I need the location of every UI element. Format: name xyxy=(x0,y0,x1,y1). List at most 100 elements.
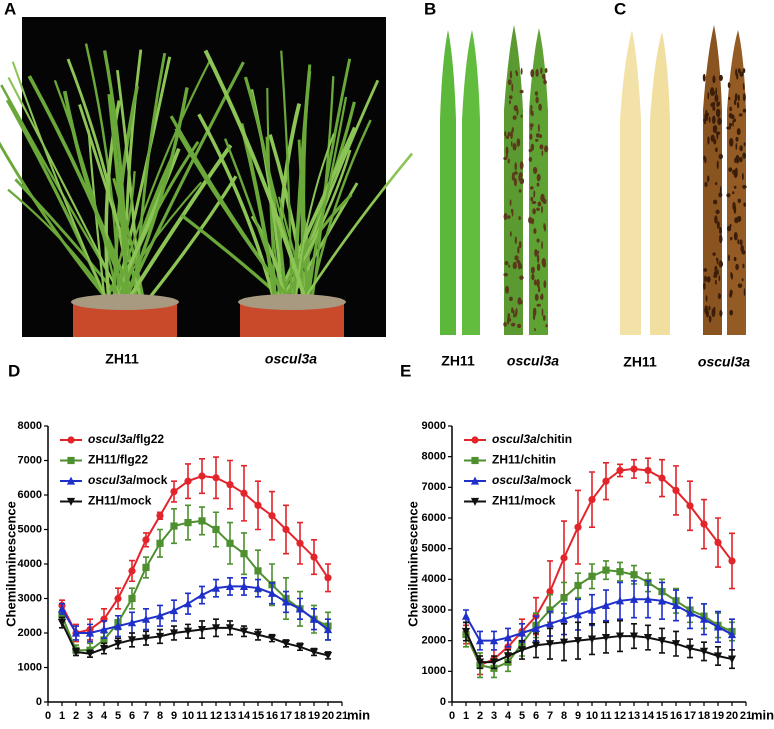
lesion-spot xyxy=(728,113,733,119)
lesion-spot xyxy=(712,252,716,256)
marker xyxy=(100,636,108,644)
lesion-spot xyxy=(520,264,523,270)
x-tick-label: 14 xyxy=(642,710,655,722)
lesion-spot xyxy=(715,209,720,215)
marker xyxy=(212,525,220,534)
lesion-spot xyxy=(712,106,716,111)
legend-label: oscul3a/mock xyxy=(88,473,168,487)
lesion-spot xyxy=(714,279,717,285)
marker xyxy=(127,636,137,645)
legend-label: ZH11/flg22 xyxy=(88,453,148,467)
marker xyxy=(686,502,694,510)
caption: ZH11 xyxy=(105,351,139,367)
lesion-spot xyxy=(733,99,737,106)
lesion-spot xyxy=(709,87,715,96)
marker xyxy=(99,644,109,653)
lesion-spot xyxy=(743,202,747,207)
marker xyxy=(310,553,318,561)
lesion-spot xyxy=(719,234,723,240)
lesion-spot xyxy=(536,207,540,212)
lesion-spot xyxy=(712,75,716,84)
x-tick-label: 19 xyxy=(712,710,724,722)
lesion-spot xyxy=(518,216,521,221)
plant-blade xyxy=(11,61,110,306)
marker xyxy=(254,501,262,509)
marker xyxy=(545,619,555,628)
lesion-spot xyxy=(532,307,537,317)
lesion-spot xyxy=(543,224,546,232)
lesion-spot xyxy=(727,254,730,262)
panel-label: A xyxy=(4,0,16,18)
lesion-spot xyxy=(503,272,509,277)
marker xyxy=(727,655,737,664)
marker xyxy=(184,477,192,485)
x-tick-label: 0 xyxy=(45,710,51,722)
lesion-spot xyxy=(543,280,547,288)
lesion-spot xyxy=(514,255,519,261)
plant-blade xyxy=(299,152,414,306)
lesion-spot xyxy=(539,144,544,150)
marker xyxy=(183,627,193,636)
marker xyxy=(71,628,81,637)
marker xyxy=(672,486,680,494)
lesion-spot xyxy=(509,133,513,138)
plant-blade xyxy=(102,50,128,306)
marker xyxy=(309,648,319,657)
lesion-spot xyxy=(535,96,539,104)
lesion-spot xyxy=(726,193,731,198)
marker xyxy=(225,582,235,591)
lesion-spot xyxy=(708,315,712,323)
lesion-spot xyxy=(716,221,720,229)
marker xyxy=(127,618,137,627)
lesion-spot xyxy=(715,257,719,261)
lesion-spot xyxy=(513,312,515,318)
lesion-spot xyxy=(736,101,740,109)
y-tick-label: 8000 xyxy=(18,420,42,432)
lesion-spot xyxy=(518,172,523,178)
marker xyxy=(67,456,75,465)
marker xyxy=(253,631,263,640)
series-line xyxy=(61,585,329,634)
lesion-spot xyxy=(729,309,734,316)
x-tick-label: 2 xyxy=(477,710,483,722)
marker xyxy=(671,640,681,649)
y-axis-title: Chemiluminescence xyxy=(3,501,18,627)
lesion-spot xyxy=(714,265,718,272)
lesion-spot xyxy=(734,217,739,224)
plant-blade xyxy=(113,58,212,306)
caption: ZH11 xyxy=(623,354,657,370)
panel-label: C xyxy=(614,0,626,18)
marker xyxy=(170,487,178,496)
marker xyxy=(671,601,681,609)
x-tick-label: 20 xyxy=(726,710,738,722)
caption: oscul3a xyxy=(507,353,559,369)
x-tick-label: 9 xyxy=(171,710,177,722)
lesion-spot xyxy=(736,128,741,136)
panel-label: D xyxy=(8,361,20,380)
y-tick-label: 9000 xyxy=(422,420,446,432)
lesion-spot xyxy=(541,308,544,317)
leaf xyxy=(727,30,746,335)
lesion-spot xyxy=(717,293,722,300)
marker xyxy=(559,614,569,623)
marker xyxy=(503,633,513,642)
marker xyxy=(546,588,554,596)
marker xyxy=(323,651,333,660)
lesion-spot xyxy=(742,82,745,91)
marker xyxy=(67,436,75,444)
lesion-spot xyxy=(718,275,721,282)
lesion-spot xyxy=(515,71,518,77)
lesion-spot xyxy=(718,153,723,160)
marker xyxy=(57,619,67,627)
lesion-spot xyxy=(742,108,747,113)
x-tick-label: 13 xyxy=(224,710,236,722)
lesion-spot xyxy=(514,236,517,245)
marker xyxy=(71,648,81,657)
x-tick-label: 7 xyxy=(143,710,149,722)
lesion-spot xyxy=(714,181,718,186)
marker xyxy=(268,512,276,520)
plant-blade xyxy=(280,50,293,306)
marker xyxy=(58,612,66,620)
lesions xyxy=(702,68,747,323)
